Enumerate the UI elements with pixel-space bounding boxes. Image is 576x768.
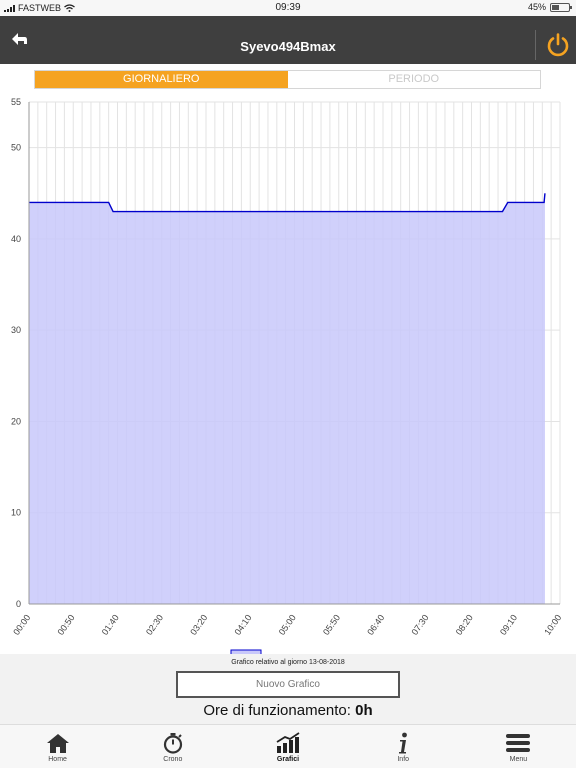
tab-home[interactable]: Home [0, 725, 115, 768]
x-tick-label: 03:20 [188, 613, 209, 637]
home-icon [46, 734, 69, 753]
tab-crono-label: Crono [163, 756, 183, 763]
x-tick-label: 06:40 [365, 613, 386, 637]
status-right: 45% [527, 2, 572, 12]
y-tick-label: 0 [16, 599, 21, 609]
chart-caption: Grafico relativo al giorno 13-08-2018 [231, 659, 345, 666]
tab-menu-label: Menu [509, 756, 528, 763]
x-tick-label: 02:30 [144, 613, 165, 637]
tab-menu[interactable]: Menu [461, 725, 576, 768]
y-tick-label: 50 [11, 143, 21, 153]
tab-periodo[interactable]: PERIODO [287, 71, 540, 88]
tab-info-label: Info [397, 756, 410, 763]
chart-area: 0 10 20 30 40 50 55 00:00 00:50 01:40 02:30 03:20 04… [0, 94, 576, 659]
y-tick-label: 20 [11, 416, 21, 426]
tab-crono[interactable]: Crono [115, 725, 230, 768]
header-divider [535, 30, 536, 60]
y-tick-label: 40 [11, 234, 21, 244]
series-line [29, 193, 546, 213]
x-tick-label: 08:20 [454, 613, 475, 637]
app-header: Syevo494Bmax [0, 16, 576, 64]
status-left: FASTWEB [4, 3, 75, 13]
bottom-tab-bar: Home Crono Grafici Info [0, 724, 576, 768]
back-arrow-icon[interactable] [8, 28, 30, 50]
stopwatch-icon [163, 733, 182, 754]
tab-giornaliero[interactable]: GIORNALIERO [35, 71, 288, 88]
x-tick-label: 04:10 [232, 613, 253, 637]
x-tick-label: 00:00 [11, 613, 32, 637]
chart-icon [276, 732, 300, 753]
info-icon [399, 732, 408, 754]
operating-hours: Ore di funzionamento: 0h [0, 702, 576, 719]
menu-icon [506, 734, 531, 752]
operating-hours-label: Ore di funzionamento: [203, 702, 351, 719]
tab-grafici[interactable]: Grafici [230, 725, 345, 768]
x-tick-label: 00:50 [55, 613, 76, 637]
x-tick-label: 05:00 [277, 613, 298, 637]
x-tick-label: 09:10 [498, 613, 519, 637]
carrier-label: FASTWEB [18, 3, 62, 13]
new-chart-button[interactable]: Nuovo Grafico [176, 671, 400, 698]
tab-info[interactable]: Info [346, 725, 461, 768]
y-tick-label: 10 [11, 508, 21, 518]
temperature-chart: 0 10 20 30 40 50 55 00:00 00:50 01:40 02:30 03:20 04… [11, 97, 563, 659]
status-bar: FASTWEB 09:39 45% [0, 0, 576, 16]
power-icon[interactable] [545, 32, 571, 58]
y-tick-label: 55 [11, 97, 21, 107]
period-tabs: GIORNALIERO PERIODO [34, 70, 541, 89]
wifi-icon [64, 4, 75, 12]
x-tick-label: 01:40 [100, 613, 121, 637]
battery-percent: 45% [527, 2, 546, 12]
x-tick-label: 10:00 [542, 613, 563, 637]
y-tick-label: 30 [11, 325, 21, 335]
x-tick-label: 07:30 [409, 613, 430, 637]
series-area [29, 193, 545, 604]
battery-icon [550, 2, 572, 12]
signal-icon [4, 4, 15, 12]
tab-home-label: Home [48, 756, 67, 763]
operating-hours-value: 0h [355, 702, 373, 719]
tab-grafici-label: Grafici [276, 756, 300, 763]
status-time: 09:39 [275, 2, 301, 13]
device-title: Syevo494Bmax [240, 39, 336, 54]
x-tick-label: 05:50 [321, 613, 342, 637]
